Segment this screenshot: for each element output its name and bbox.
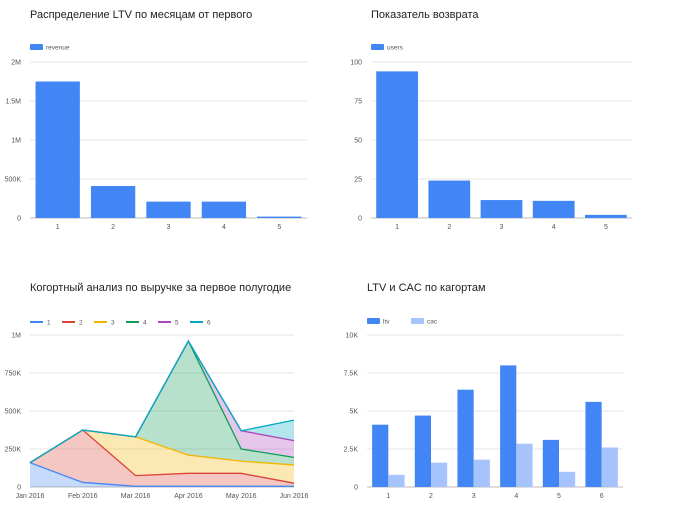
bar (428, 180, 471, 218)
bar (372, 424, 389, 487)
y-tick-label: 25 (354, 177, 362, 184)
x-tick-label: 2 (447, 224, 451, 231)
y-tick-label: 0 (17, 485, 21, 492)
bar (431, 462, 448, 487)
bar (201, 201, 247, 218)
chart-ltv-by-month: Распределение LTV по месяцам от первого … (0, 0, 340, 250)
x-tick-label: Apr 2016 (174, 493, 203, 500)
x-tick-label: 1 (386, 493, 390, 500)
area-fill (30, 430, 294, 487)
x-tick-label: 2 (429, 493, 433, 500)
y-tick-label: 500K (5, 409, 22, 416)
bar (500, 365, 517, 487)
y-tick-label: 2M (11, 60, 21, 67)
bar (90, 186, 136, 218)
bar (376, 71, 418, 218)
bar (585, 401, 602, 487)
bar (35, 81, 80, 218)
chart-svg: 0 2.5K 5K 7.5K 10K 1 2 3 4 5 6 ltv cac (344, 318, 623, 500)
bar (257, 216, 302, 218)
series-line (29, 339, 295, 464)
y-tick-label: 100 (350, 60, 362, 67)
bar (532, 200, 575, 218)
area-fill (30, 462, 294, 487)
x-tick-label: 1 (56, 224, 60, 231)
chart-cohort-revenue: Когортный анализ по выручке за первое по… (0, 270, 340, 518)
area-fill (30, 430, 294, 484)
y-tick-label: 7.5K (344, 371, 359, 378)
y-tick-label: 5K (349, 409, 358, 416)
bar (388, 474, 405, 487)
bar (414, 415, 431, 487)
x-tick-label: 4 (514, 493, 518, 500)
x-tick-label: Jun 2016 (280, 493, 309, 500)
legend-label: 4 (143, 320, 147, 327)
x-tick-label: 2 (111, 224, 115, 231)
y-tick-label: 750K (5, 371, 22, 378)
legend-label: revenue (46, 45, 70, 52)
x-tick-label: 4 (552, 224, 556, 231)
x-tick-label: Jan 2016 (16, 493, 45, 500)
y-tick-label: 1M (11, 138, 21, 145)
y-tick-label: 1M (11, 333, 21, 340)
chart-return-rate: Показатель возврата 0 25 50 75 100 1 2 3 4 5 users (340, 0, 695, 250)
chart-title: Распределение LTV по месяцам от первого (30, 9, 253, 21)
chart-svg: 0 25 50 75 100 1 2 3 4 5 users (350, 44, 632, 231)
y-tick-label: 1.5M (5, 99, 21, 106)
x-tick-label: Mar 2016 (121, 493, 151, 500)
bar (473, 459, 490, 487)
legend-label: 2 (79, 320, 83, 327)
x-tick-label: 3 (472, 493, 476, 500)
x-tick-label: May 2016 (226, 493, 257, 500)
x-tick-label: 5 (557, 493, 561, 500)
y-tick-label: 250K (5, 447, 22, 454)
x-tick-label: 6 (600, 493, 604, 500)
y-tick-label: 75 (354, 99, 362, 106)
legend-label: 5 (175, 320, 179, 327)
y-tick-label: 0 (17, 216, 21, 223)
bar (559, 471, 576, 487)
y-tick-label: 50 (354, 138, 362, 145)
chart-title: Когортный анализ по выручке за первое по… (30, 282, 292, 294)
chart-title: Показатель возврата (371, 9, 479, 21)
x-tick-label: 3 (167, 224, 171, 231)
series-line (29, 462, 294, 487)
y-tick-label: 0 (354, 485, 358, 492)
y-tick-label: 2.5K (344, 447, 359, 454)
x-tick-label: 3 (500, 224, 504, 231)
bar (516, 443, 533, 487)
legend-swatch (371, 44, 384, 50)
y-tick-label: 0 (358, 216, 362, 223)
chart-svg: 0 250K 500K 750K 1M Jan 2016 Feb 2016 Mar 2016 A… (5, 320, 309, 501)
legend-label: cac (427, 319, 438, 326)
x-tick-label: Feb 2016 (68, 493, 98, 500)
x-tick-label: 4 (222, 224, 226, 231)
bar (601, 447, 618, 487)
x-tick-label: 1 (395, 224, 399, 231)
legend-swatch (367, 318, 380, 324)
legend-label: users (387, 45, 404, 52)
bar (480, 200, 523, 218)
legend-label: 3 (111, 320, 115, 327)
legend-label: ltv (383, 319, 390, 326)
legend-label: 1 (47, 320, 51, 327)
area-fill (30, 341, 294, 463)
bar (542, 439, 559, 487)
x-tick-label: 5 (604, 224, 608, 231)
chart-ltv-cac: LTV и CAC по кагортам 0 2.5K 5K 7.5K 10K 1 2 3 4… (340, 270, 695, 518)
bar (585, 214, 627, 218)
y-tick-label: 500K (5, 177, 22, 184)
chart-title: LTV и CAC по кагортам (367, 282, 486, 294)
legend-swatch (30, 44, 43, 50)
area-fill (30, 341, 294, 465)
bar (457, 389, 474, 487)
chart-svg: 0 500K 1M 1.5M 2M 1 2 3 4 5 revenue (5, 44, 307, 231)
y-tick-label: 10K (346, 333, 359, 340)
legend-label: 6 (207, 320, 211, 327)
bar (146, 201, 191, 218)
legend-swatch (411, 318, 424, 324)
x-tick-label: 5 (277, 224, 281, 231)
